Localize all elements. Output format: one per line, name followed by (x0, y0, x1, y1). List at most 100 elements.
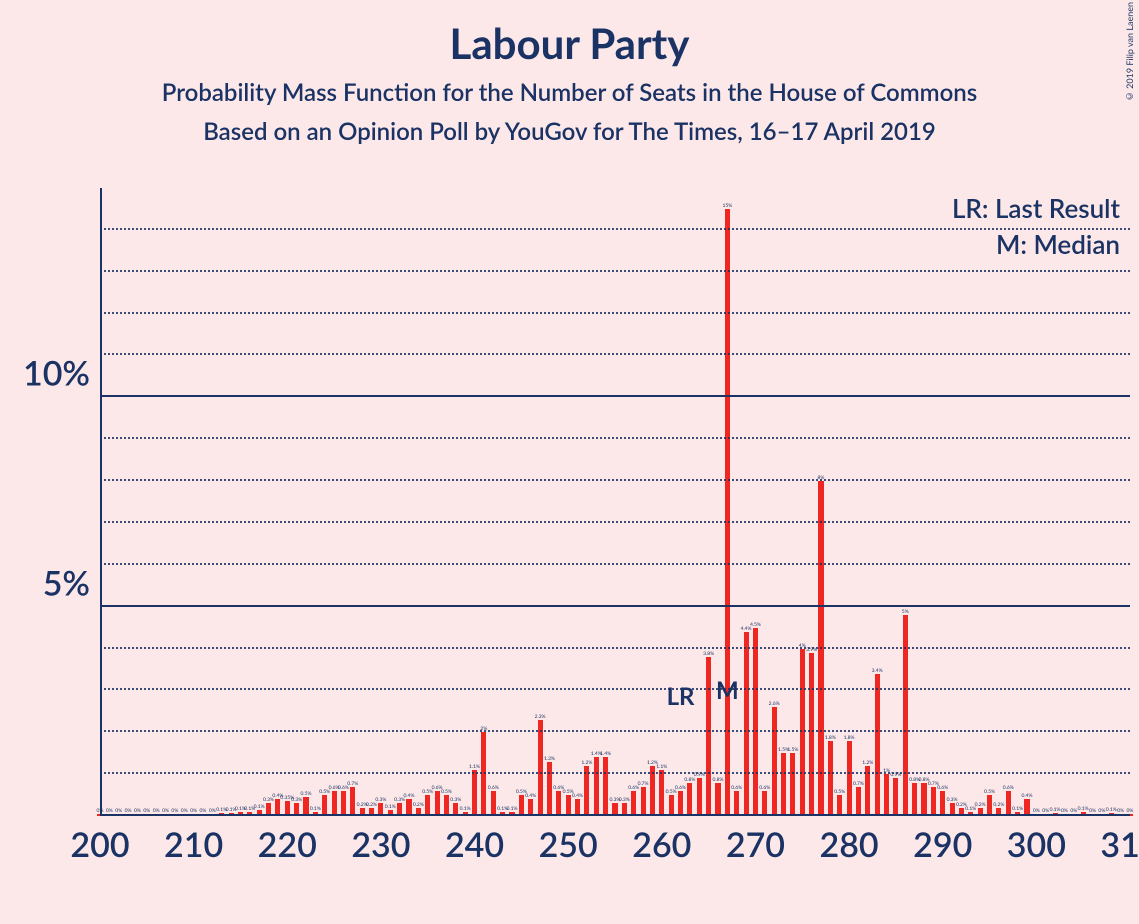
bar: 0.9% (697, 778, 702, 816)
bar: 3.9% (809, 653, 814, 816)
bar-value-label: 0.4% (1021, 793, 1032, 799)
bar: 0.5% (987, 795, 992, 816)
x-axis-label: 290 (913, 824, 972, 865)
bar: 1.8% (847, 741, 852, 816)
marker-median: M (716, 676, 739, 705)
bar-value-label: 0.1% (506, 806, 517, 812)
bar: 0.6% (435, 791, 440, 816)
bar-value-label: 0.6% (937, 785, 948, 791)
bar: 0.6% (940, 791, 945, 816)
gridline-minor (100, 521, 1130, 523)
bar: 1.8% (828, 741, 833, 816)
bar: 0.7% (856, 787, 861, 816)
bar: 0.7% (350, 787, 355, 816)
x-axis-label: 280 (819, 824, 878, 865)
bar: 0.5% (425, 795, 430, 816)
bar-value-label: 0.7% (638, 781, 649, 787)
chart-subtitle-1: Probability Mass Function for the Number… (0, 78, 1139, 107)
bar-value-label: 0.2% (413, 802, 424, 808)
bar-value-label: 0.1% (1050, 807, 1061, 813)
copyright-text: © 2019 Filip van Laenen (1124, 2, 1135, 102)
bar: 0.6% (332, 791, 337, 816)
bar: 0.7% (931, 787, 936, 816)
bar-value-label: 1.5% (787, 747, 798, 753)
bar: 3.4% (875, 674, 880, 816)
bar-value-label: 3.8% (703, 651, 714, 657)
bar: 0.5% (444, 795, 449, 816)
bar-value-label: 0.1% (1012, 806, 1023, 812)
bar-value-label: 1.8% (844, 735, 855, 741)
gridline-minor (100, 437, 1130, 439)
marker-last-result: LR (667, 682, 695, 711)
bar-value-label: 0.1% (1078, 806, 1089, 812)
x-axis-label: 260 (632, 824, 691, 865)
bar: 2% (481, 732, 486, 816)
bar-value-label: 1.2% (862, 760, 873, 766)
plot-area: LR: Last Result M: Median 0%0%0%0%0%0%0%… (100, 188, 1130, 816)
x-axis-label: 310 (1100, 824, 1139, 865)
chart-subtitle-2: Based on an Opinion Poll by YouGov for T… (0, 117, 1139, 146)
gridline-minor (100, 228, 1130, 230)
bar: 4.4% (744, 632, 749, 816)
bar-value-label: 2.3% (535, 714, 546, 720)
bar: 0.5% (669, 795, 674, 816)
bar: 0.8% (715, 783, 720, 816)
bar-value-label: 0.8% (712, 777, 723, 783)
bar-value-label: 0.1% (1106, 807, 1117, 813)
bar-value-label: 0.3% (375, 797, 386, 803)
bar-value-label: 0.1% (460, 806, 471, 812)
gridline-minor (100, 270, 1130, 272)
bar: 1.4% (603, 757, 608, 816)
bar-value-label: 1.4% (600, 751, 611, 757)
bar-value-label: 0.5% (834, 789, 845, 795)
bar: 0.6% (631, 791, 636, 816)
bar-value-label: 0.6% (1003, 785, 1014, 791)
bar: 0.8% (912, 783, 917, 816)
bars-container: 0%0%0%0%0%0%0%0%0%0%0%0%0%0.1%0.1%0.1%0.… (100, 188, 1130, 816)
x-axis-label: 250 (539, 824, 598, 865)
bar: 1.3% (547, 762, 552, 816)
bar: 1.1% (659, 770, 664, 816)
x-axis-label: 230 (351, 824, 410, 865)
y-axis-label: 10% (23, 353, 90, 394)
bar: 0.5% (322, 795, 327, 816)
bar-value-label: 0.4% (403, 793, 414, 799)
bar: 0.5% (566, 795, 571, 816)
bar-value-label: 0.3% (450, 797, 461, 803)
bar: 0.5% (519, 795, 524, 816)
bar: 1.5% (790, 753, 795, 816)
bar-value-label: 1.2% (581, 760, 592, 766)
bar-value-label: 5% (902, 609, 909, 615)
y-axis-label: 5% (43, 562, 90, 603)
x-axis-label: 220 (258, 824, 317, 865)
bar-value-label: 15% (722, 203, 732, 209)
bar-value-label: 4.5% (750, 622, 761, 628)
gridline-minor (100, 772, 1130, 774)
x-axis-label: 270 (726, 824, 785, 865)
bar: 0.6% (341, 791, 346, 816)
bar-value-label: 1.1% (469, 764, 480, 770)
bar: 0.9% (893, 778, 898, 816)
bar: 0.6% (491, 791, 496, 816)
gridline-major (100, 605, 1130, 607)
bar-value-label: 0.6% (759, 785, 770, 791)
x-axis-label: 300 (1007, 824, 1066, 865)
bar-value-label: 0.3% (619, 797, 630, 803)
bar: 3.8% (706, 657, 711, 816)
bar: 0.6% (678, 791, 683, 816)
x-axis-label: 210 (164, 824, 223, 865)
bar-value-label: 0.7% (853, 781, 864, 787)
bar-value-label: 0.6% (731, 785, 742, 791)
bar-value-label: 0.1% (310, 806, 321, 812)
bar: 1% (884, 774, 889, 816)
bar-value-label: 0.6% (675, 785, 686, 791)
bar: 2.6% (772, 707, 777, 816)
x-axis-label: 240 (445, 824, 504, 865)
bar-value-label: 0.3% (291, 797, 302, 803)
bar: 1.1% (472, 770, 477, 816)
bar-value-label: 0.7% (347, 781, 358, 787)
bar: 1.5% (781, 753, 786, 816)
gridline-minor (100, 647, 1130, 649)
bar-value-label: 3.4% (872, 668, 883, 674)
gridline-minor (100, 730, 1130, 732)
